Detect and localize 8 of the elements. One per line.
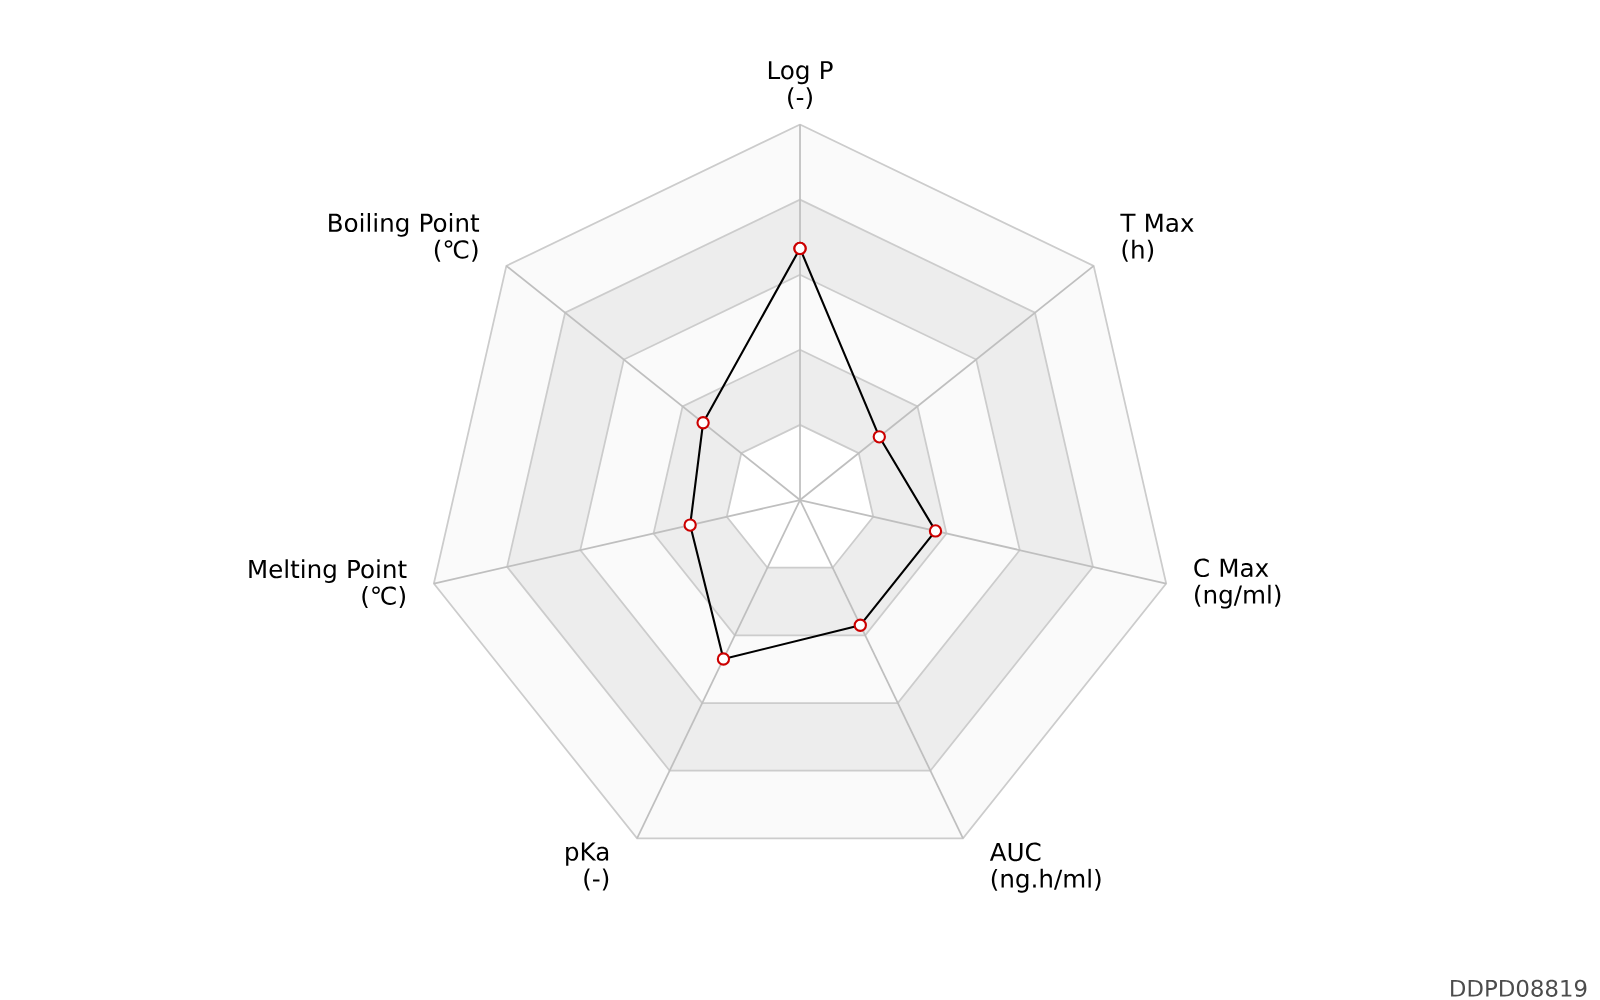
spoke-label: pKa (-) [566, 842, 609, 891]
spoke-label: Melting Point (℃) [249, 559, 407, 608]
spoke-label: C Max (ng/ml) [1194, 558, 1281, 609]
text: DDPD08819 [1451, 979, 1587, 997]
spoke-label: T Max (h) [1120, 213, 1194, 262]
spoke-label: Boiling Point (℃) [329, 213, 480, 262]
spoke-label: Log P (-) [768, 61, 833, 110]
spoke-label: AUC (ng.h/ml) [989, 842, 1101, 893]
